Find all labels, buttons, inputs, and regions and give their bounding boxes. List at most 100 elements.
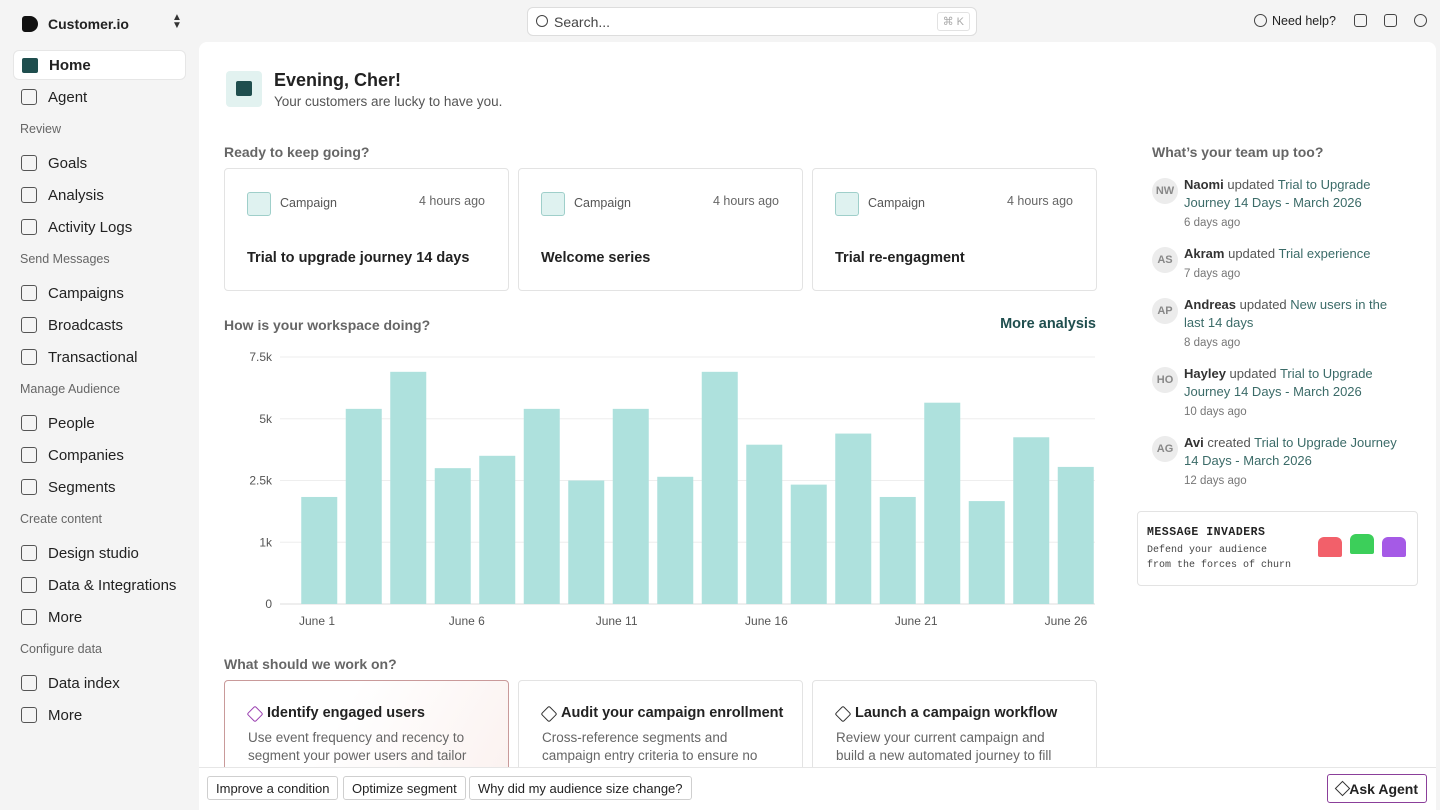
suggestion-title: Audit your campaign enrollment [561, 705, 784, 721]
activity-target[interactable]: New users in the last 14 days [1184, 297, 1388, 330]
suggestion-description: Review your current campaign and build a… [836, 730, 1052, 763]
bar [790, 484, 827, 604]
search-box[interactable]: Search... ⌘ K [527, 7, 977, 36]
suggestion-card[interactable]: Launch a campaign workflow Review your cu… [812, 680, 1097, 775]
nav-icon [21, 89, 37, 105]
nav-icon [21, 479, 37, 495]
activity-target[interactable]: Trial to Upgrade Journey 14 Days - March… [1184, 435, 1397, 468]
sparkle-icon [1334, 780, 1351, 797]
bar [434, 468, 471, 604]
greeting-subtitle: Your customers are lucky to have you. [274, 94, 503, 109]
card-name: Trial re-engagment [835, 250, 965, 266]
nav-section-title: Configure data [20, 642, 103, 656]
invaders-title: MESSAGE INVADERS [1147, 526, 1266, 539]
section-heading: How is your workspace doing? [224, 317, 431, 333]
nav-icon [21, 609, 37, 625]
suggestion-card[interactable]: Audit your campaign enrollment Cross-refe… [518, 680, 803, 775]
nav-item[interactable]: Agent [13, 82, 186, 112]
prompt-chip[interactable]: Why did my audience size change? [469, 776, 692, 800]
nav-item[interactable]: Companies [13, 440, 186, 470]
bar [1057, 466, 1094, 604]
x-tick-label: June 16 [745, 614, 788, 628]
chart: 0 1k 2.5k 5k 7.5k June 1 June 6 June 11 June 16 J… [249, 350, 1095, 628]
nav-section-title: Send Messages [20, 252, 110, 266]
home-glyph [236, 81, 252, 96]
nav-section-title: Manage Audience [20, 382, 121, 396]
recent-card[interactable]: Campaign 4 hours ago Welcome series [518, 168, 803, 291]
recent-card[interactable]: Campaign 4 hours ago Trial re-engagment [812, 168, 1097, 291]
activity-target[interactable]: Trial to Upgrade Journey 14 Days - March… [1184, 177, 1371, 210]
card-name: Trial to upgrade journey 14 days [247, 250, 470, 266]
card-time: 4 hours ago [418, 194, 485, 208]
activity-verb: updated [1239, 297, 1287, 312]
nav-icon [21, 285, 37, 301]
prompt-chip[interactable]: Improve a condition [207, 776, 339, 800]
invaders-card[interactable]: MESSAGE INVADERS Defend your audience from… [1137, 511, 1418, 586]
nav-item[interactable]: Activity Logs [13, 212, 186, 242]
help-icon [1254, 14, 1267, 27]
prompt-chip[interactable]: Optimize segment [343, 776, 466, 800]
bar [345, 408, 382, 604]
greeting-title: Evening, Cher! [274, 70, 402, 90]
card-icon [541, 192, 565, 216]
nav-icon [21, 707, 37, 723]
bar [301, 496, 338, 604]
ask-agent-button[interactable]: Ask Agent [1327, 774, 1427, 803]
activity-time: 12 days ago [1184, 475, 1247, 487]
invader-sprite [1350, 534, 1374, 554]
y-tick-label: 0 [265, 597, 272, 611]
bar [1013, 437, 1050, 604]
nav-icon [21, 155, 37, 171]
nav-item[interactable]: More [13, 700, 186, 730]
bar [924, 402, 961, 604]
nav-item[interactable]: Data index [13, 668, 186, 698]
nav-item[interactable]: Broadcasts [13, 310, 186, 340]
nav-item[interactable]: Transactional [13, 342, 186, 372]
avatar: AS [1152, 247, 1178, 273]
nav-item[interactable]: People [13, 408, 186, 438]
nav-item[interactable]: More [13, 602, 186, 632]
nav-item[interactable]: Goals [13, 148, 186, 178]
activity-target[interactable]: Trial experience [1278, 246, 1371, 261]
nav-section-title: Review [20, 122, 61, 136]
x-tick-label: June 21 [895, 614, 938, 628]
nav-label: Campaigns [48, 284, 124, 302]
nav-item[interactable]: Campaigns [13, 278, 186, 308]
nav-item[interactable]: Design studio [13, 538, 186, 568]
nav-item[interactable]: Data & Integrations [13, 570, 186, 600]
workspace-switch[interactable]: ▲ ▼ [172, 12, 182, 31]
nav-item[interactable]: Segments [13, 472, 186, 502]
activity-verb: created [1207, 435, 1251, 450]
x-tick-label: June 6 [449, 614, 485, 628]
search-icon [536, 15, 548, 27]
section-heading: What should we work on? [224, 656, 397, 672]
invaders-line: Defend your audience [1147, 545, 1268, 556]
sparkle-icon [246, 705, 264, 723]
nav-item[interactable]: Home [13, 50, 186, 80]
nav-label: More [48, 608, 83, 626]
recent-card[interactable]: Campaign 4 hours ago Trial to upgrade jour… [224, 168, 509, 291]
avatar: NW [1152, 178, 1178, 204]
nav-label: More [48, 706, 83, 724]
messages-icon [1384, 14, 1397, 27]
brand[interactable]: Customer.io [48, 16, 129, 32]
more-analysis-link[interactable]: More analysis [1000, 316, 1096, 332]
card-time: 4 hours ago [1006, 194, 1073, 208]
suggestion-card[interactable]: Identify engaged users Use event frequenc… [224, 680, 509, 775]
activity-target[interactable]: Trial to Upgrade Journey 14 Days - March… [1184, 366, 1373, 399]
nav-label: Agent [48, 88, 88, 106]
sparkle-icon [834, 705, 852, 723]
bar [835, 433, 872, 604]
invader-sprite [1382, 537, 1406, 557]
x-tick-label: June 11 [596, 614, 638, 628]
bar [390, 371, 427, 604]
nav-label: Data index [48, 674, 120, 692]
nav-icon [21, 415, 37, 431]
help-link[interactable]: Need help? [1272, 14, 1336, 28]
nav-icon [21, 545, 37, 561]
actor-name: Akram [1184, 246, 1225, 261]
bar [701, 371, 738, 604]
nav-item[interactable]: Analysis [13, 180, 186, 210]
avatar: HO [1152, 367, 1178, 393]
